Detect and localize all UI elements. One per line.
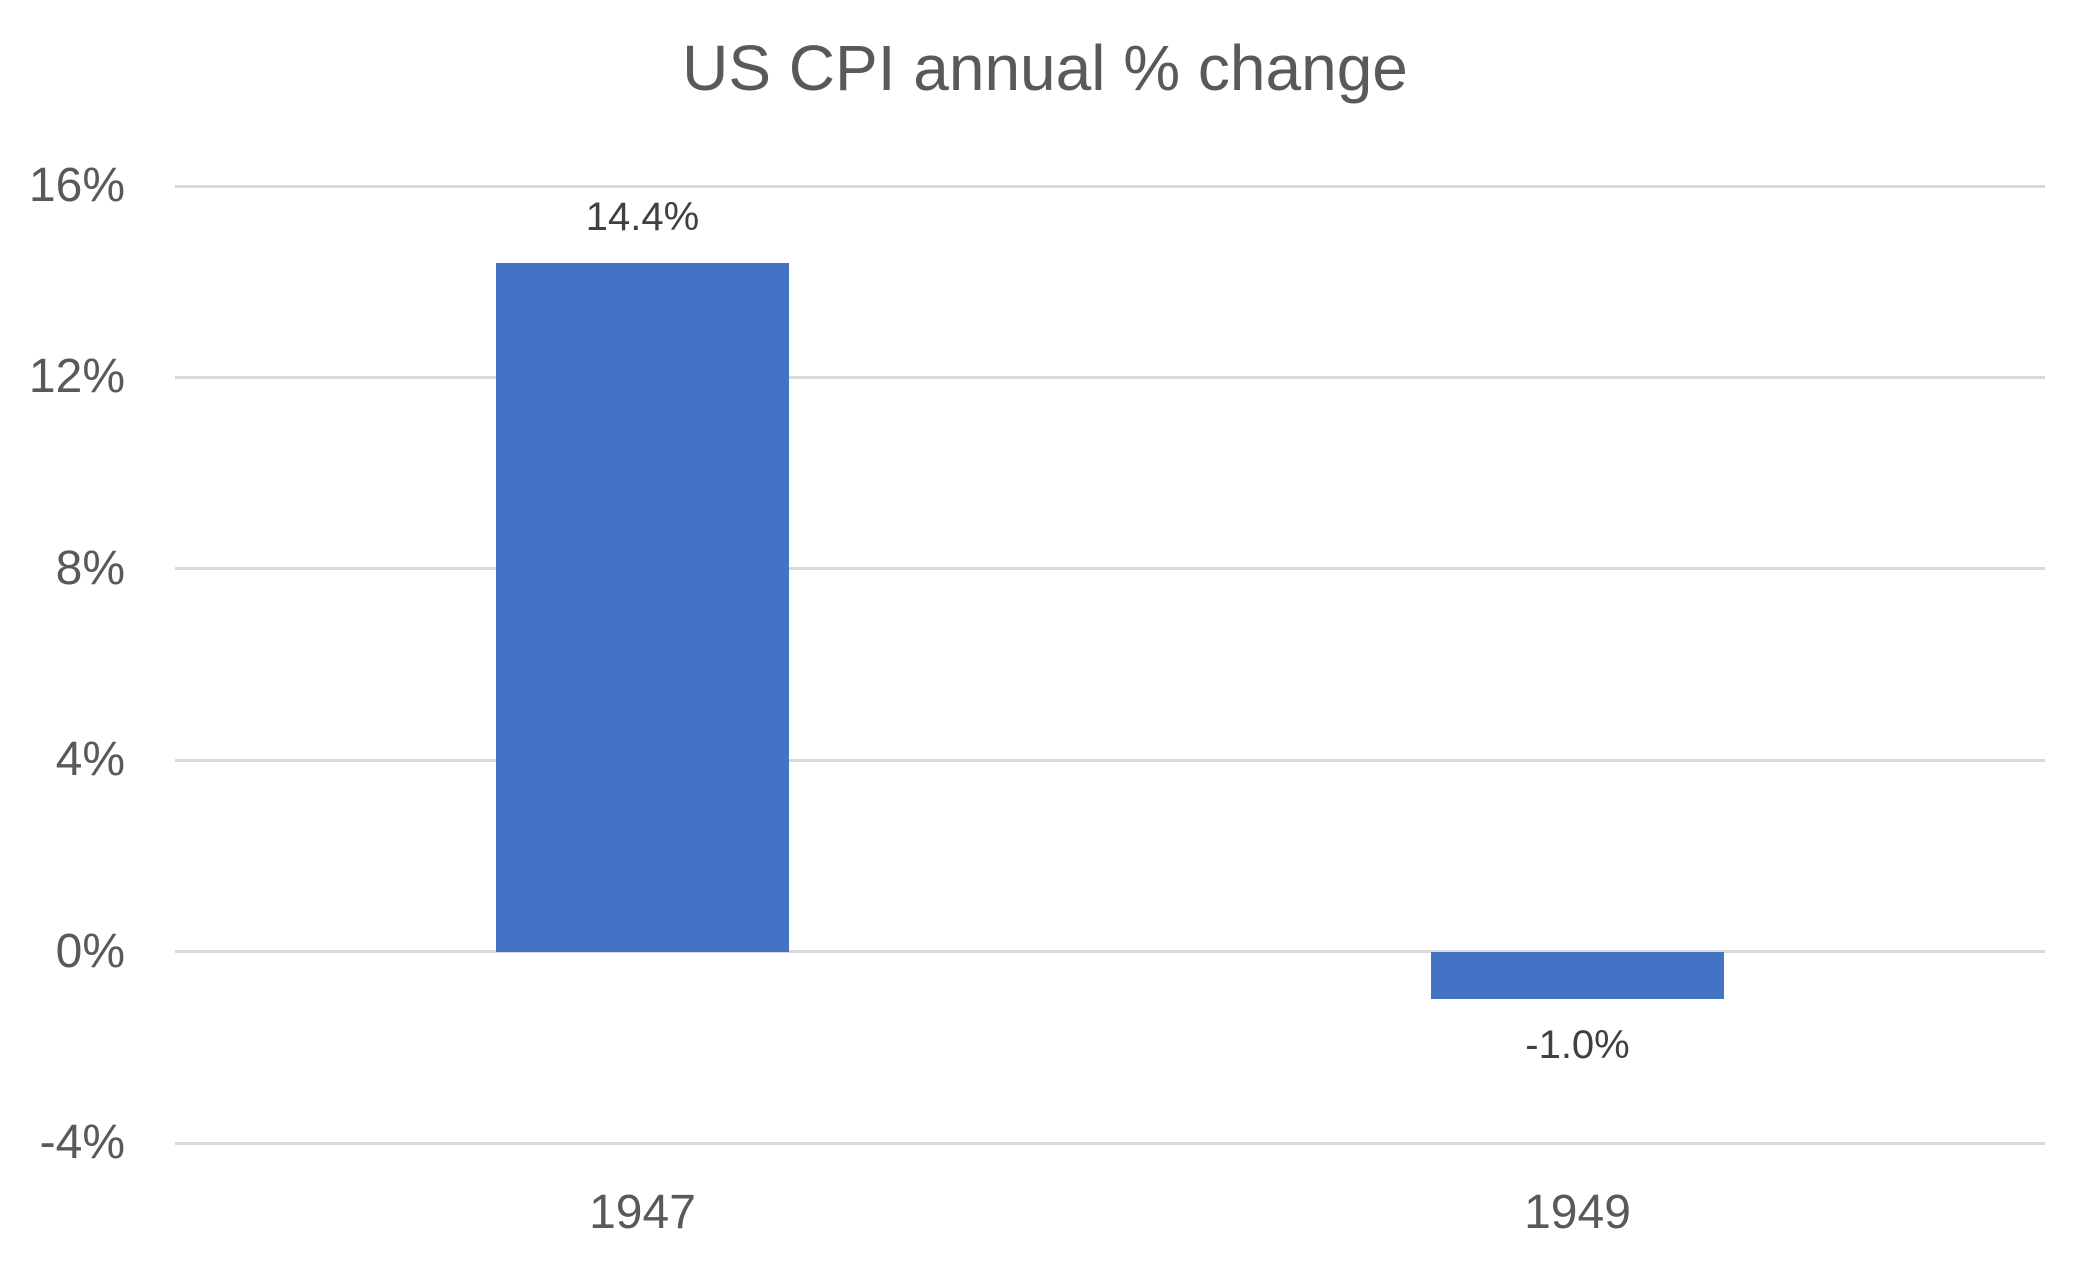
gridline--4% bbox=[175, 1141, 2045, 1145]
bar-1947 bbox=[496, 262, 789, 952]
gridline-12% bbox=[175, 375, 2045, 379]
gridline-8% bbox=[175, 567, 2045, 571]
data-label-1949: -1.0% bbox=[1525, 1023, 1630, 1068]
data-label-1947: 14.4% bbox=[585, 194, 700, 239]
y-axis-tick-label: 4% bbox=[55, 733, 125, 787]
y-axis-tick-label: 8% bbox=[55, 541, 125, 595]
x-axis-category-label: 1949 bbox=[1524, 1186, 1631, 1239]
y-axis-tick-label: 16% bbox=[28, 159, 125, 212]
bar-1949 bbox=[1431, 951, 1724, 1000]
gridline-4% bbox=[175, 758, 2045, 762]
y-axis-tick-label: 0% bbox=[55, 924, 125, 978]
y-axis-tick-label: 12% bbox=[28, 350, 125, 404]
gridline-16% bbox=[175, 184, 2045, 188]
x-axis-category-label: 1947 bbox=[589, 1186, 696, 1239]
y-axis-tick-label: -4% bbox=[39, 1116, 125, 1169]
gridline-0% bbox=[175, 950, 2045, 954]
chart-title: US CPI annual % change bbox=[682, 32, 1408, 104]
